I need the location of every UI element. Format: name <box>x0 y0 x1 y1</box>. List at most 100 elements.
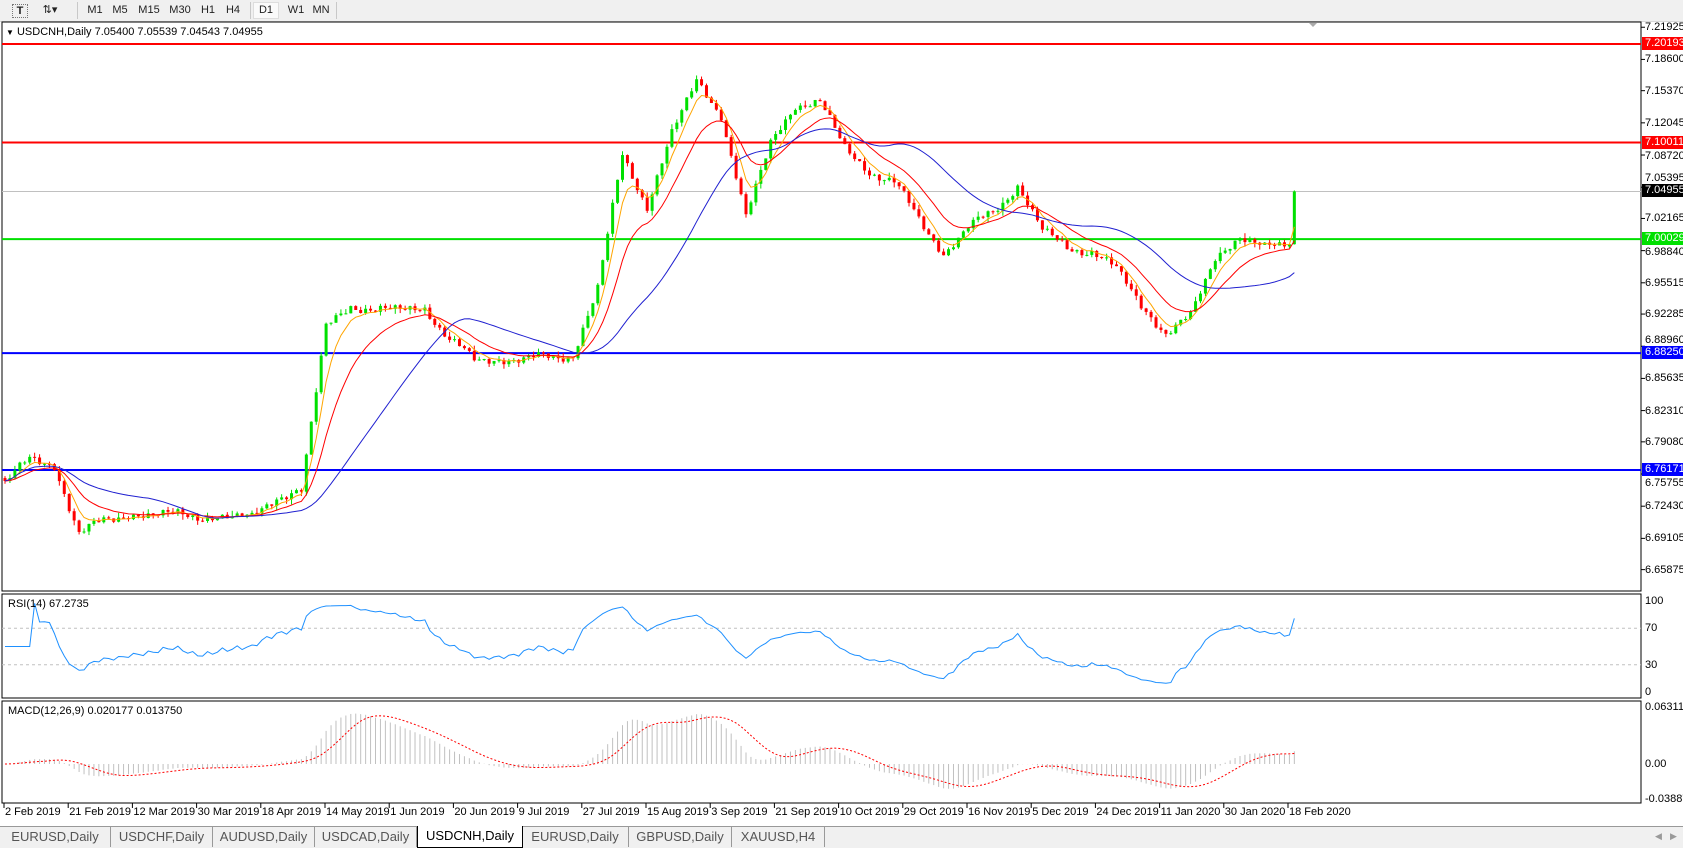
candle-body <box>151 513 155 515</box>
scroll-right-icon[interactable]: ▶ <box>1670 831 1677 841</box>
candle-body <box>314 392 318 422</box>
candle-body <box>28 456 32 463</box>
candle-body <box>1218 252 1222 262</box>
date-axis-label: 29 Oct 2019 <box>903 806 964 818</box>
candle-body <box>1253 239 1257 243</box>
timeframe-m1[interactable]: M1 <box>87 4 103 16</box>
candle-body <box>788 114 792 120</box>
candle-body <box>13 470 17 479</box>
candle-body <box>448 336 452 340</box>
candle-body <box>334 315 338 323</box>
tab-audusd-daily[interactable]: AUDUSD,Daily <box>213 827 315 847</box>
candle-body <box>591 303 595 316</box>
candle-body <box>215 518 219 521</box>
candle-body <box>823 101 827 111</box>
candle-body <box>1203 278 1207 294</box>
timeframe-w1[interactable]: W1 <box>287 4 305 16</box>
chart-legend: ▼ USDCNH,Daily 7.05400 7.05539 7.04543 7… <box>6 26 263 38</box>
price-axis-label: 7.12045 <box>1645 116 1683 129</box>
tab-usdchf-daily[interactable]: USDCHF,Daily <box>111 827 213 847</box>
candle-body <box>1144 308 1148 312</box>
candle-body <box>453 339 457 341</box>
tab-usdcnh-daily[interactable]: USDCNH,Daily <box>417 826 523 848</box>
candle-body <box>581 327 585 347</box>
candle-body <box>206 517 210 521</box>
tab-eurusd-daily[interactable]: EURUSD,Daily <box>0 827 111 847</box>
timeframe-mn[interactable]: MN <box>312 4 330 16</box>
candle-body <box>635 178 639 191</box>
tab-eurusd-daily-2[interactable]: EURUSD,Daily <box>522 827 629 847</box>
candle-body <box>660 163 664 176</box>
candle-body <box>966 228 970 232</box>
candle-body <box>1119 266 1123 272</box>
candle-body <box>255 512 259 514</box>
candle-body <box>625 155 629 164</box>
candle-body <box>700 79 704 86</box>
candle-body <box>690 91 694 98</box>
candle-body <box>1070 249 1074 252</box>
tab-usdcad-daily[interactable]: USDCAD,Daily <box>315 827 417 847</box>
date-axis-label: 18 Feb 2020 <box>1289 806 1351 818</box>
candle-body <box>265 504 269 509</box>
candle-body <box>191 515 195 517</box>
tab-gbpusd-daily[interactable]: GBPUSD,Daily <box>629 827 732 847</box>
ma-slow-line <box>4 128 1295 519</box>
candle-body <box>961 231 965 238</box>
candle-body <box>784 119 788 130</box>
chart-shift-marker[interactable] <box>1309 23 1317 27</box>
candle-body <box>364 308 368 313</box>
candle-body <box>107 517 111 519</box>
candle-body <box>166 510 170 512</box>
level-price-tag: 7.00029 <box>1642 232 1683 246</box>
candle-body <box>1213 261 1217 270</box>
tab-xauusd-h4[interactable]: XAUUSD,H4 <box>732 827 825 847</box>
candle-body <box>739 178 743 195</box>
candle-body <box>586 315 590 328</box>
rsi-axis-label: 0 <box>1645 686 1652 698</box>
candle-body <box>971 219 975 229</box>
toolbar: T ⇅▾ M1 M5 M15 M30 H1 H4 D1 W1 MN <box>0 0 1683 22</box>
candle-body <box>1095 250 1099 258</box>
macd-axis-label: -0.038872 <box>1645 793 1683 806</box>
candle-body <box>1026 195 1030 206</box>
timeframe-m5[interactable]: M5 <box>112 4 128 16</box>
scroll-left-icon[interactable]: ◀ <box>1655 831 1662 841</box>
candle-body <box>497 360 501 362</box>
candle-body <box>630 163 634 179</box>
candle-body <box>1139 295 1143 309</box>
chart-type-icon[interactable]: ⇅▾ <box>42 4 58 16</box>
macd-axis-label: 0.00 <box>1645 758 1667 770</box>
candle-body <box>383 305 387 308</box>
candle-body <box>1292 191 1296 245</box>
candle-body <box>186 514 190 517</box>
chart-tabs: EURUSD,Daily USDCHF,Daily AUDUSD,Daily U… <box>0 826 1683 848</box>
macd-title: MACD(12,26,9) 0.020177 0.013750 <box>8 705 183 717</box>
timeframe-d1[interactable]: D1 <box>253 2 279 19</box>
candle-body <box>299 490 303 492</box>
timeframe-h4[interactable]: H4 <box>225 4 241 16</box>
date-axis-label: 30 Mar 2019 <box>197 806 260 818</box>
candle-body <box>675 122 679 130</box>
candle-body <box>161 510 165 516</box>
text-tool-icon[interactable]: T <box>12 4 28 18</box>
candle-body <box>685 97 689 111</box>
candle-body <box>616 179 620 203</box>
timeframe-m15[interactable]: M15 <box>138 4 160 16</box>
candle-body <box>1223 250 1227 253</box>
candle-body <box>349 306 353 314</box>
timeframe-m30[interactable]: M30 <box>169 4 191 16</box>
candle-body <box>709 97 713 103</box>
candle-body <box>863 161 867 171</box>
candle-body <box>754 183 758 203</box>
date-axis-label: 15 Aug 2019 <box>647 806 709 818</box>
candle-body <box>1011 196 1015 200</box>
date-axis-label: 12 Mar 2019 <box>133 806 196 818</box>
price-axis-label: 6.88960 <box>1645 334 1683 347</box>
timeframe-h1[interactable]: H1 <box>200 4 216 16</box>
collapse-triangle-icon[interactable]: ▼ <box>6 28 14 37</box>
candle-body <box>23 462 27 464</box>
macd-panel-border <box>1 700 1642 804</box>
candle-body <box>537 352 541 358</box>
candle-body <box>1149 311 1153 318</box>
